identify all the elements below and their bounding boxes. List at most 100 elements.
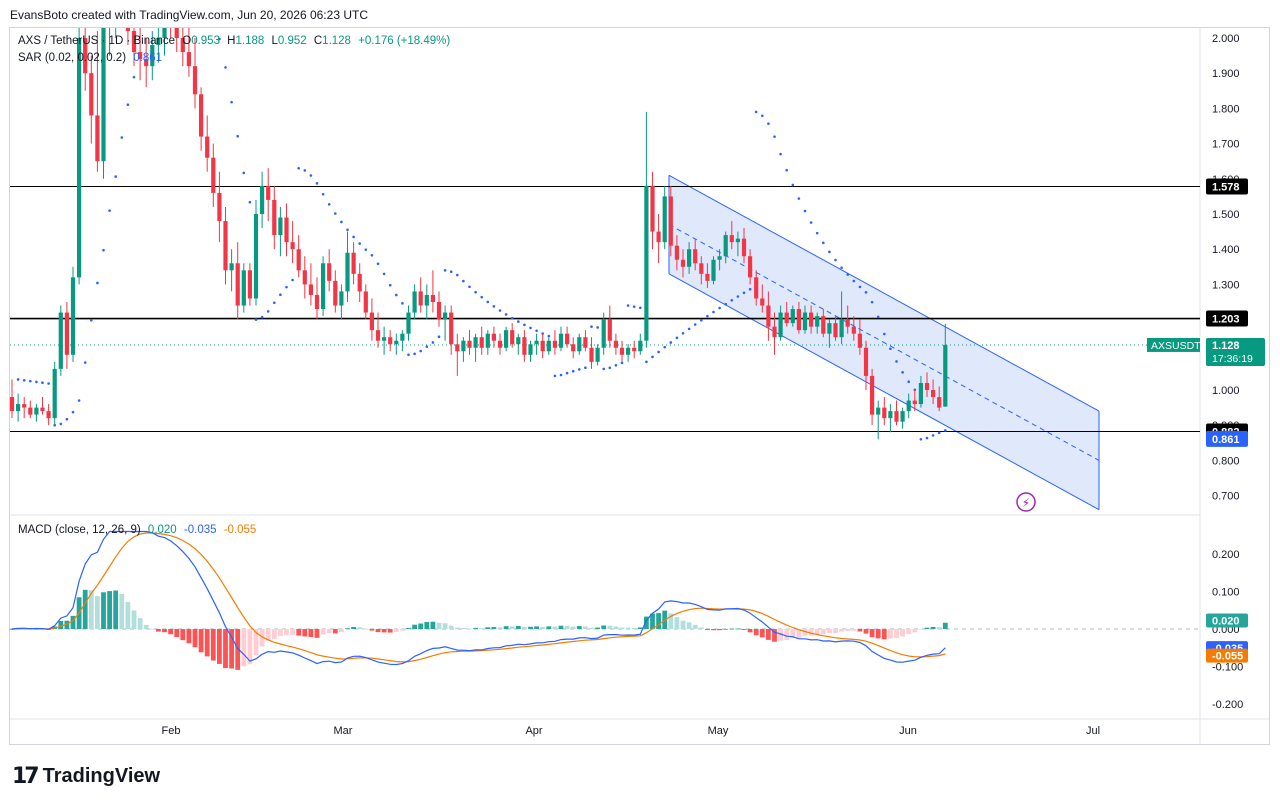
candle-body — [436, 302, 442, 320]
candle-body — [77, 38, 82, 278]
candle-body — [906, 400, 911, 412]
macd-histogram-bar — [284, 629, 289, 636]
candle-body — [784, 312, 789, 324]
candle-body — [241, 270, 246, 306]
candle-body — [211, 157, 216, 193]
candle-body — [345, 252, 350, 292]
sar-dot — [309, 174, 313, 177]
candle-body — [449, 312, 454, 345]
tradingview-logo[interactable]: 17 TradingView — [12, 764, 160, 789]
price-tick-label: 0.700 — [1212, 491, 1240, 503]
candle-body — [772, 326, 777, 338]
candle-body — [70, 277, 76, 355]
macd-histogram-bar — [296, 629, 302, 636]
macd-histogram-bar — [619, 627, 625, 629]
sar-dot — [700, 318, 703, 322]
macd-histogram-bar — [601, 625, 607, 629]
sar-dot — [303, 169, 307, 172]
macd-histogram-bar — [906, 629, 912, 635]
sar-dot — [114, 175, 117, 178]
macd-histogram-bar — [515, 625, 521, 629]
sar-dot — [846, 273, 849, 276]
macd-histogram-bar — [631, 627, 637, 629]
macd-histogram-bar — [119, 594, 125, 629]
macd-histogram-bar — [540, 626, 546, 629]
sar-dot — [486, 300, 490, 304]
macd-label[interactable]: MACD (close, 12, 26, 9) — [18, 524, 141, 536]
sar-dot — [675, 336, 679, 340]
macd-histogram-bar — [644, 616, 649, 629]
macd-histogram-bar — [381, 629, 387, 633]
sar-dot — [224, 66, 227, 69]
symbol-badge-label: AXSUSDT — [1151, 340, 1201, 352]
candle-body — [260, 185, 265, 214]
sar-dot — [41, 381, 44, 385]
candle-body — [613, 340, 618, 348]
macd-histogram-bar — [528, 626, 533, 629]
candle-body — [95, 115, 100, 162]
macd-histogram-bar — [680, 620, 686, 629]
candle-body — [327, 263, 332, 281]
sar-dot — [889, 347, 892, 351]
macd-histogram-bar — [125, 601, 131, 629]
sar-dot — [852, 279, 856, 283]
macd-histogram-bar — [430, 621, 436, 629]
macd-histogram-bar — [766, 629, 771, 640]
macd-histogram-bar — [40, 628, 45, 630]
candle-body — [656, 231, 661, 243]
candle-body — [235, 263, 240, 306]
sar-label[interactable]: SAR (0.02, 0.02, 0.2) — [18, 52, 127, 64]
macd-line-value: -0.035 — [183, 524, 217, 536]
sar-dot — [492, 305, 496, 308]
macd-histogram-bar — [888, 629, 893, 639]
macd-histogram-bar — [583, 626, 588, 629]
macd-histogram-bar — [759, 629, 765, 638]
candle-body — [674, 245, 679, 260]
sar-dot — [401, 302, 404, 305]
sar-dot — [364, 248, 368, 251]
sar-dot — [132, 75, 136, 79]
open-label: O — [182, 35, 192, 47]
macd-histogram-bar — [406, 628, 411, 629]
sar-dot — [248, 200, 252, 204]
macd-histogram-bar — [570, 626, 576, 629]
sar-dot — [657, 350, 660, 354]
alert-lightning-icon — [1016, 492, 1036, 512]
macd-histogram-bar — [705, 629, 710, 630]
macd-histogram-bar — [424, 622, 430, 629]
macd-histogram-bar — [656, 613, 661, 629]
candle-body — [668, 196, 673, 246]
channel-upper-line — [668, 174, 1100, 412]
macd-histogram-bar — [259, 629, 265, 647]
candle-body — [406, 312, 411, 334]
macd-histogram-bar — [326, 629, 332, 634]
macd-histogram-bar — [857, 629, 863, 632]
time-tick-label: Mar — [334, 725, 353, 737]
sar-dot — [71, 410, 75, 414]
candle-body — [101, 28, 106, 162]
macd-histogram-bar — [637, 627, 643, 629]
macd-histogram-bar — [314, 629, 320, 638]
macd-histogram-bar — [64, 620, 70, 629]
sar-dot — [480, 295, 484, 299]
candle-body — [52, 368, 57, 419]
candle-body — [650, 185, 655, 232]
candle-body — [412, 291, 417, 313]
sar-dot — [90, 318, 93, 322]
sar-dot — [47, 382, 50, 385]
current-price-countdown: 17:36:19 — [1212, 353, 1253, 365]
candle-body — [278, 217, 283, 236]
macd-histogram-bar — [869, 629, 875, 638]
candle-body — [192, 66, 198, 95]
macd-histogram-bar — [473, 628, 478, 629]
macd-histogram-bar — [686, 622, 692, 629]
candle-body — [461, 340, 466, 352]
sar-dot — [334, 212, 337, 215]
candle-body — [272, 199, 277, 236]
macd-histogram-bar — [174, 629, 180, 638]
symbol-name[interactable]: AXS / TetherUS · 1D · Binance — [18, 35, 176, 47]
macd-histogram-bar — [497, 627, 503, 629]
sar-dot — [944, 429, 947, 432]
sar-dot — [858, 285, 862, 289]
